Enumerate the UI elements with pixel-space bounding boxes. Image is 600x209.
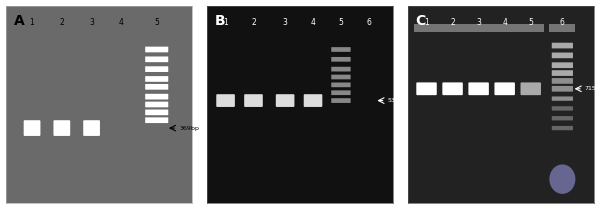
FancyBboxPatch shape [520, 82, 541, 95]
Text: 2: 2 [251, 18, 256, 27]
FancyBboxPatch shape [216, 94, 235, 107]
FancyBboxPatch shape [494, 82, 515, 95]
FancyBboxPatch shape [145, 94, 168, 99]
Text: A: A [13, 14, 24, 28]
FancyBboxPatch shape [552, 62, 573, 68]
FancyBboxPatch shape [145, 66, 168, 72]
FancyBboxPatch shape [331, 47, 350, 52]
Bar [491, 24, 518, 32]
Text: 6: 6 [560, 18, 565, 27]
FancyBboxPatch shape [416, 82, 437, 95]
Ellipse shape [550, 164, 575, 194]
FancyBboxPatch shape [331, 83, 350, 87]
Text: C: C [415, 14, 425, 28]
Text: 1: 1 [223, 18, 228, 27]
FancyBboxPatch shape [552, 126, 573, 130]
FancyBboxPatch shape [331, 57, 350, 62]
FancyBboxPatch shape [145, 47, 168, 52]
Bar [466, 24, 491, 32]
FancyBboxPatch shape [552, 52, 573, 58]
FancyBboxPatch shape [331, 75, 350, 79]
FancyBboxPatch shape [331, 67, 350, 71]
Text: 3: 3 [476, 18, 481, 27]
FancyBboxPatch shape [552, 70, 573, 76]
FancyBboxPatch shape [552, 43, 573, 48]
FancyBboxPatch shape [145, 84, 168, 90]
FancyBboxPatch shape [145, 110, 168, 115]
Text: 5: 5 [154, 18, 159, 27]
FancyBboxPatch shape [53, 120, 70, 136]
Text: 4: 4 [119, 18, 124, 27]
Bar [413, 24, 440, 32]
Text: 4: 4 [311, 18, 316, 27]
Text: 3: 3 [89, 18, 94, 27]
Text: 4: 4 [502, 18, 507, 27]
Text: 2: 2 [450, 18, 455, 27]
FancyBboxPatch shape [145, 117, 168, 123]
FancyBboxPatch shape [552, 116, 573, 120]
Text: 539bp: 539bp [388, 98, 407, 103]
Text: B: B [214, 14, 225, 28]
FancyBboxPatch shape [145, 102, 168, 107]
FancyBboxPatch shape [83, 120, 100, 136]
Bar [440, 24, 466, 32]
FancyBboxPatch shape [442, 82, 463, 95]
Text: 369bp: 369bp [179, 126, 199, 131]
Text: 6: 6 [367, 18, 371, 27]
FancyBboxPatch shape [331, 98, 350, 103]
FancyBboxPatch shape [276, 94, 295, 107]
Text: 2: 2 [59, 18, 64, 27]
FancyBboxPatch shape [552, 78, 573, 84]
Bar [550, 24, 575, 32]
Text: 1: 1 [29, 18, 34, 27]
Text: 1: 1 [424, 18, 429, 27]
Bar [518, 24, 544, 32]
FancyBboxPatch shape [552, 86, 573, 92]
Text: 715bp: 715bp [584, 86, 600, 91]
FancyBboxPatch shape [304, 94, 322, 107]
Text: 5: 5 [528, 18, 533, 27]
Text: 5: 5 [338, 18, 343, 27]
FancyBboxPatch shape [552, 106, 573, 111]
FancyBboxPatch shape [244, 94, 263, 107]
Text: 3: 3 [283, 18, 287, 27]
FancyBboxPatch shape [469, 82, 489, 95]
FancyBboxPatch shape [145, 76, 168, 82]
FancyBboxPatch shape [23, 120, 40, 136]
FancyBboxPatch shape [145, 56, 168, 62]
FancyBboxPatch shape [331, 90, 350, 95]
FancyBboxPatch shape [552, 96, 573, 101]
